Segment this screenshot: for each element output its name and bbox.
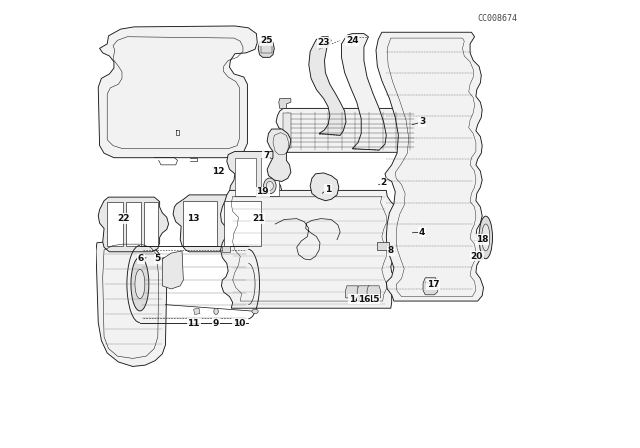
Text: 15: 15 <box>367 295 379 304</box>
Text: 25: 25 <box>260 36 273 45</box>
Polygon shape <box>184 201 217 246</box>
Text: 10: 10 <box>233 319 246 328</box>
Text: 6: 6 <box>138 254 144 263</box>
Ellipse shape <box>482 224 490 251</box>
Polygon shape <box>127 202 141 246</box>
Text: 12: 12 <box>212 167 224 176</box>
Polygon shape <box>258 39 275 57</box>
Polygon shape <box>310 173 339 201</box>
Polygon shape <box>342 34 387 150</box>
Text: 11: 11 <box>188 319 200 328</box>
Text: CC008674: CC008674 <box>477 14 517 23</box>
Text: 23: 23 <box>317 38 330 47</box>
Polygon shape <box>163 251 184 289</box>
Polygon shape <box>309 37 346 135</box>
Text: 17: 17 <box>427 280 439 289</box>
Ellipse shape <box>264 178 276 194</box>
Ellipse shape <box>476 255 483 260</box>
Polygon shape <box>276 108 421 152</box>
Polygon shape <box>378 242 389 250</box>
Polygon shape <box>221 190 398 308</box>
Ellipse shape <box>266 181 273 190</box>
Text: 19: 19 <box>257 187 269 196</box>
Polygon shape <box>99 26 257 158</box>
Ellipse shape <box>479 216 493 259</box>
Text: 21: 21 <box>252 214 264 223</box>
Polygon shape <box>224 201 261 246</box>
Text: 22: 22 <box>118 214 130 223</box>
Polygon shape <box>346 286 359 298</box>
Polygon shape <box>423 278 437 295</box>
Text: 24: 24 <box>346 36 358 45</box>
Polygon shape <box>357 286 371 298</box>
Text: 5: 5 <box>155 254 161 263</box>
Text: 2: 2 <box>381 178 387 187</box>
Ellipse shape <box>131 257 149 311</box>
Polygon shape <box>267 129 291 181</box>
Polygon shape <box>99 197 168 252</box>
Text: 18: 18 <box>476 235 488 244</box>
Text: 8: 8 <box>388 246 394 255</box>
Polygon shape <box>261 158 279 196</box>
Polygon shape <box>367 286 380 298</box>
Text: 7: 7 <box>263 151 269 160</box>
Text: 1: 1 <box>325 185 331 194</box>
Ellipse shape <box>252 309 258 314</box>
Ellipse shape <box>135 269 145 298</box>
Polygon shape <box>96 240 167 366</box>
Text: 3: 3 <box>419 117 425 126</box>
Text: 4: 4 <box>419 228 426 237</box>
Polygon shape <box>235 158 257 196</box>
Polygon shape <box>108 202 123 246</box>
Polygon shape <box>227 151 284 201</box>
Text: 14: 14 <box>349 295 361 304</box>
Polygon shape <box>194 308 200 314</box>
Polygon shape <box>173 195 271 252</box>
Text: 9: 9 <box>213 319 220 328</box>
Text: 20: 20 <box>470 252 483 261</box>
Polygon shape <box>279 99 291 108</box>
Ellipse shape <box>214 308 218 314</box>
Polygon shape <box>284 113 291 148</box>
Polygon shape <box>145 202 158 246</box>
Polygon shape <box>376 32 484 301</box>
Polygon shape <box>222 246 230 252</box>
Text: 13: 13 <box>188 214 200 223</box>
Text: 16: 16 <box>358 295 370 304</box>
